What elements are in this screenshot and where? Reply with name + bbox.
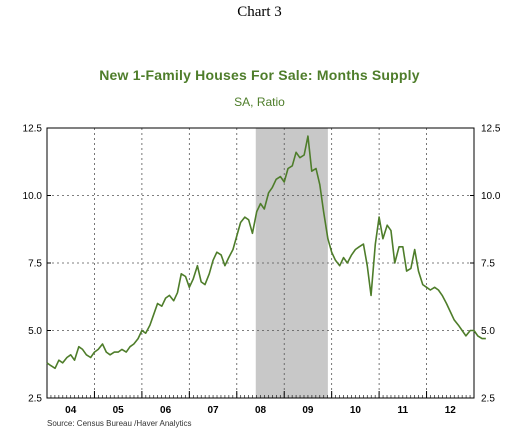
x-tick-label: 12 (445, 405, 457, 416)
chart-subtitle: SA, Ratio (234, 95, 285, 109)
y-tick-label-left: 7.5 (28, 259, 42, 270)
chart-number: Chart 3 (237, 4, 282, 20)
x-tick-label: 10 (350, 405, 362, 416)
y-tick-label-right: 2.5 (481, 394, 495, 405)
y-tick-label-right: 7.5 (481, 259, 495, 270)
y-tick-label-left: 2.5 (28, 394, 42, 405)
source-note: Source: Census Bureau /Haver Analytics (47, 419, 192, 428)
y-tick-label-right: 12.5 (481, 124, 501, 135)
x-tick-label: 09 (302, 405, 314, 416)
x-tick-label: 06 (160, 405, 172, 416)
y-tick-label-left: 5.0 (28, 326, 42, 337)
x-tick-label: 08 (255, 405, 267, 416)
data-line (46, 135, 486, 370)
y-tick-label-right: 10.0 (481, 191, 501, 202)
chart-title: New 1-Family Houses For Sale: Months Sup… (99, 67, 420, 83)
x-tick-label: 04 (65, 405, 77, 416)
x-tick-label: 07 (207, 405, 219, 416)
y-tick-label-left: 10.0 (23, 191, 43, 202)
y-tick-label-right: 5.0 (481, 326, 495, 337)
y-tick-label-left: 12.5 (23, 124, 43, 135)
x-tick-label: 05 (113, 405, 125, 416)
x-tick-label: 11 (398, 405, 409, 416)
